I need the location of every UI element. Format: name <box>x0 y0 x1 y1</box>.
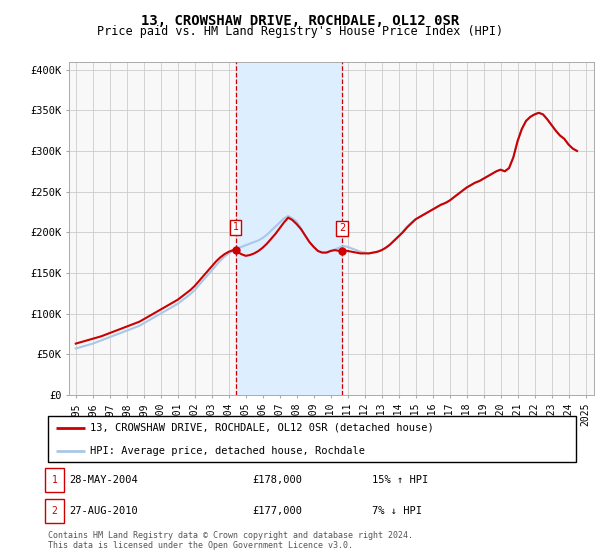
Text: 28-MAY-2004: 28-MAY-2004 <box>69 475 138 485</box>
Text: £178,000: £178,000 <box>252 475 302 485</box>
Bar <box>236 62 342 395</box>
Text: Price paid vs. HM Land Registry's House Price Index (HPI): Price paid vs. HM Land Registry's House … <box>97 25 503 38</box>
Text: 27-AUG-2010: 27-AUG-2010 <box>69 506 138 516</box>
FancyBboxPatch shape <box>48 416 576 462</box>
Text: 1: 1 <box>52 475 58 485</box>
Text: 2: 2 <box>339 223 345 233</box>
Text: 1: 1 <box>233 222 239 232</box>
Text: £177,000: £177,000 <box>252 506 302 516</box>
Text: HPI: Average price, detached house, Rochdale: HPI: Average price, detached house, Roch… <box>90 446 365 455</box>
Text: Contains HM Land Registry data © Crown copyright and database right 2024.
This d: Contains HM Land Registry data © Crown c… <box>48 530 413 550</box>
Text: 13, CROWSHAW DRIVE, ROCHDALE, OL12 0SR: 13, CROWSHAW DRIVE, ROCHDALE, OL12 0SR <box>141 14 459 28</box>
Text: 15% ↑ HPI: 15% ↑ HPI <box>372 475 428 485</box>
Text: 7% ↓ HPI: 7% ↓ HPI <box>372 506 422 516</box>
Text: 13, CROWSHAW DRIVE, ROCHDALE, OL12 0SR (detached house): 13, CROWSHAW DRIVE, ROCHDALE, OL12 0SR (… <box>90 423 434 432</box>
Text: 2: 2 <box>52 506 58 516</box>
